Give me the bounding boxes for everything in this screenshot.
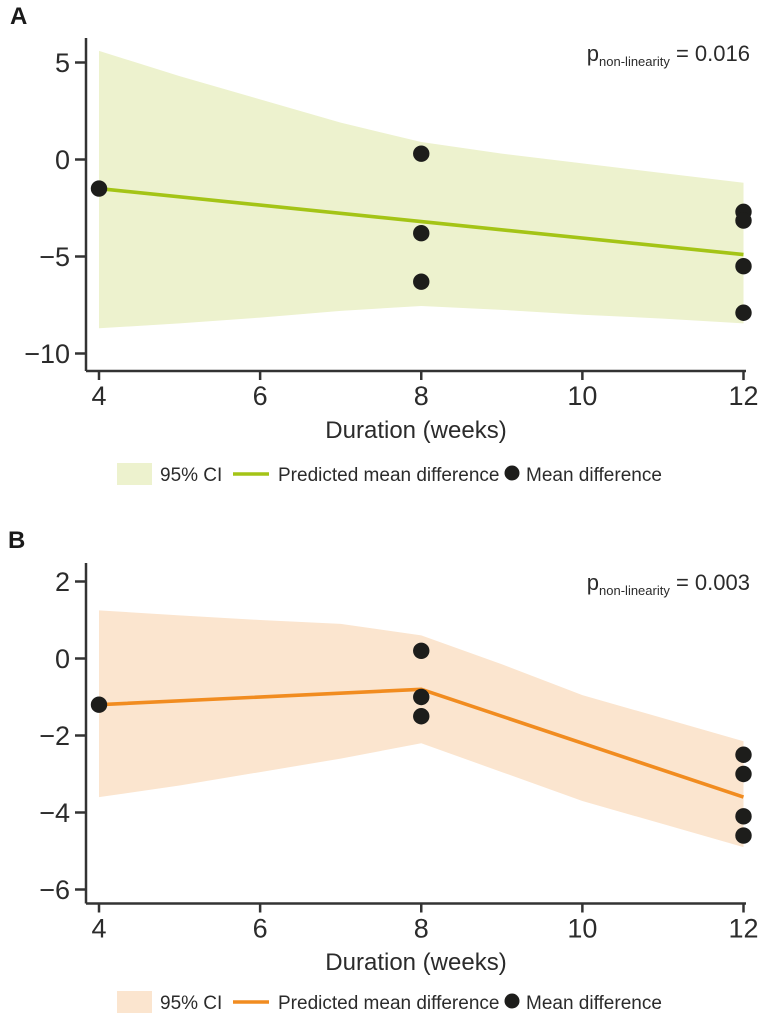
ci-band — [99, 610, 744, 848]
panel-b-x-axis-title: Duration (weeks) — [325, 949, 506, 976]
panel-a-label: A — [10, 3, 27, 30]
x-tick-label: 6 — [253, 914, 268, 944]
mean-difference-point — [735, 746, 752, 763]
panel-b-ci-swatch — [117, 991, 152, 1013]
y-tick-label: 0 — [55, 644, 70, 674]
mean-difference-point — [735, 258, 752, 275]
y-tick-label: −5 — [39, 242, 70, 272]
mean-difference-point — [413, 145, 430, 162]
panel-b-chart: B pnon-linearity = 0.003 2 0 −2 −4 −6 4 6 8 10 12… — [8, 527, 758, 1014]
y-tick-label: −6 — [39, 875, 70, 905]
x-tick-label: 10 — [567, 381, 597, 411]
y-tick-label: −10 — [24, 339, 70, 369]
mean-difference-point — [413, 642, 430, 659]
mean-difference-point — [413, 708, 430, 725]
panel-b-legend-line-label: Predicted mean difference — [278, 993, 499, 1014]
mean-difference-point — [90, 696, 108, 713]
x-tick-label: 10 — [567, 914, 597, 944]
x-tick-label: 12 — [728, 381, 758, 411]
mean-difference-point — [413, 273, 430, 290]
panel-b-legend: 95% CI Predicted mean difference Mean di… — [117, 991, 662, 1014]
mean-difference-point — [735, 765, 752, 783]
panel-a-legend-line-label: Predicted mean difference — [278, 465, 499, 486]
y-tick-label: 5 — [55, 48, 70, 78]
mean-difference-point — [90, 180, 108, 197]
x-tick-label: 4 — [91, 381, 106, 411]
panel-a-chart: A pnon-linearity = 0.016 50−5−104 6 8 10 12 … — [10, 3, 758, 486]
x-tick-label: 6 — [253, 381, 268, 411]
mean-difference-point — [735, 827, 752, 844]
panel-a-x-axis-title: Duration (weeks) — [325, 417, 506, 444]
panel-b-label: B — [8, 527, 25, 554]
panel-b-p-nonlinearity-note: pnon-linearity = 0.003 — [587, 570, 750, 598]
mean-difference-point — [735, 808, 752, 825]
panel-b-plot-area: 2 0 −2 −4 −6 4 6 8 10 12 — [39, 563, 758, 944]
y-tick-label: −2 — [39, 721, 70, 751]
x-tick-label: 12 — [728, 914, 758, 944]
mean-difference-point — [735, 304, 752, 321]
panel-a-legend-ci-label: 95% CI — [160, 465, 222, 486]
x-tick-label: 4 — [91, 914, 106, 944]
y-tick-label: 0 — [55, 145, 70, 175]
panel-b-mean-dot-sample — [504, 993, 520, 1009]
ci-band — [99, 50, 744, 329]
x-tick-label: 8 — [414, 381, 429, 411]
mean-difference-point — [413, 225, 430, 242]
panel-a-legend: 95% CI Predicted mean difference Mean di… — [117, 463, 662, 486]
mean-difference-point — [735, 212, 752, 229]
panel-a-p-nonlinearity-note: pnon-linearity = 0.016 — [587, 41, 750, 69]
mean-difference-point — [413, 688, 430, 706]
panel-a-legend-dots-label: Mean difference — [526, 465, 662, 486]
panel-b-legend-dots-label: Mean difference — [526, 993, 662, 1014]
panel-b-legend-ci-label: 95% CI — [160, 993, 222, 1014]
panel-a-ci-swatch — [117, 463, 152, 485]
panel-a-plot-area: 5 0 −5 −10 4 6 8 10 12 — [24, 38, 758, 411]
predicted-mean-line — [98, 186, 744, 257]
y-tick-label: −4 — [39, 798, 70, 828]
panel-a-mean-dot-sample — [504, 465, 520, 481]
y-tick-label: 2 — [55, 567, 70, 597]
x-tick-label: 8 — [414, 914, 429, 944]
